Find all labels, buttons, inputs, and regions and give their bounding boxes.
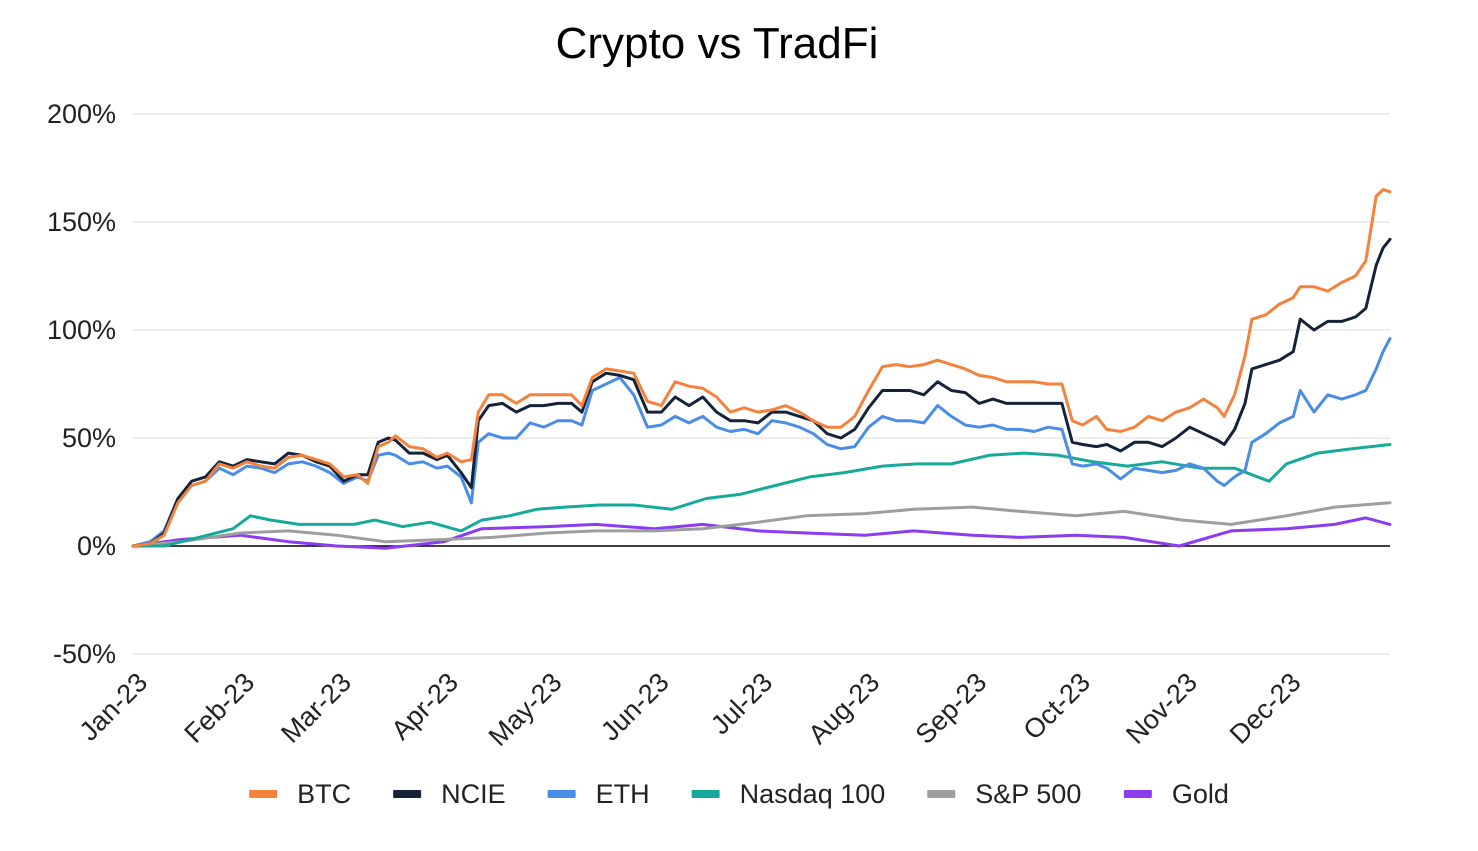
x-tick-label: Feb-23: [179, 667, 261, 749]
x-tick-label: Nov-23: [1120, 667, 1203, 750]
x-tick-label: Jul-23: [705, 667, 778, 740]
y-tick-label: 150%: [47, 207, 116, 237]
legend-item[interactable]: Nasdaq 100: [691, 779, 886, 809]
x-tick-label: Dec-23: [1224, 667, 1307, 750]
series-line: [131, 188, 1392, 548]
chart-title: Crypto vs TradFi: [556, 19, 879, 68]
x-tick-label: Jan-23: [74, 667, 154, 747]
series-line: [131, 337, 1392, 548]
series-nasdaq-100: [131, 443, 1392, 548]
series-btc: [131, 188, 1392, 548]
legend-label: Gold: [1172, 779, 1229, 809]
legend-item[interactable]: NCIE: [393, 779, 506, 809]
legend-item[interactable]: S&P 500: [927, 779, 1081, 809]
y-tick-label: -50%: [53, 639, 116, 669]
gridlines: [133, 113, 1390, 655]
legend-swatch: [547, 790, 576, 798]
series-line: [131, 237, 1392, 548]
legend-swatch: [691, 790, 720, 798]
legend-swatch: [927, 790, 956, 798]
x-tick-label: Jun-23: [595, 667, 675, 747]
legend-label: NCIE: [441, 779, 506, 809]
x-tick-label: May-23: [483, 667, 568, 752]
x-axis-ticks: Jan-23 Feb-23 Mar-23 Apr-23 May-23 Jun-23 Jul-…: [74, 667, 1307, 752]
legend-label: S&P 500: [975, 779, 1081, 809]
y-tick-label: 0%: [77, 531, 116, 561]
series-lines: [131, 188, 1392, 550]
series-s-p-500: [131, 501, 1392, 548]
legend-swatch: [393, 790, 422, 798]
legend-label: ETH: [596, 779, 650, 809]
series-gold: [131, 516, 1392, 550]
x-tick-label: Mar-23: [275, 667, 357, 749]
series-line: [131, 516, 1392, 550]
series-eth: [131, 337, 1392, 548]
legend-label: BTC: [297, 779, 351, 809]
x-tick-label: Aug-23: [803, 667, 886, 750]
legend-label: Nasdaq 100: [740, 779, 886, 809]
legend-item[interactable]: ETH: [547, 779, 650, 809]
legend-item[interactable]: BTC: [249, 779, 351, 809]
y-tick-label: 200%: [47, 99, 116, 129]
y-tick-label: 100%: [47, 315, 116, 345]
x-tick-label: Sep-23: [910, 667, 993, 750]
legend-item[interactable]: Gold: [1123, 779, 1229, 809]
series-ncie: [131, 237, 1392, 548]
y-axis-ticks: 200% 150% 100% 50% 0% -50%: [47, 99, 116, 669]
x-tick-label: Oct-23: [1017, 667, 1096, 746]
x-tick-label: Apr-23: [386, 667, 465, 746]
legend-swatch: [1123, 790, 1152, 798]
y-tick-label: 50%: [62, 423, 116, 453]
legend-swatch: [249, 790, 278, 798]
legend: BTC NCIE ETH Nasdaq 100 S&P 500 Gold: [249, 779, 1229, 809]
